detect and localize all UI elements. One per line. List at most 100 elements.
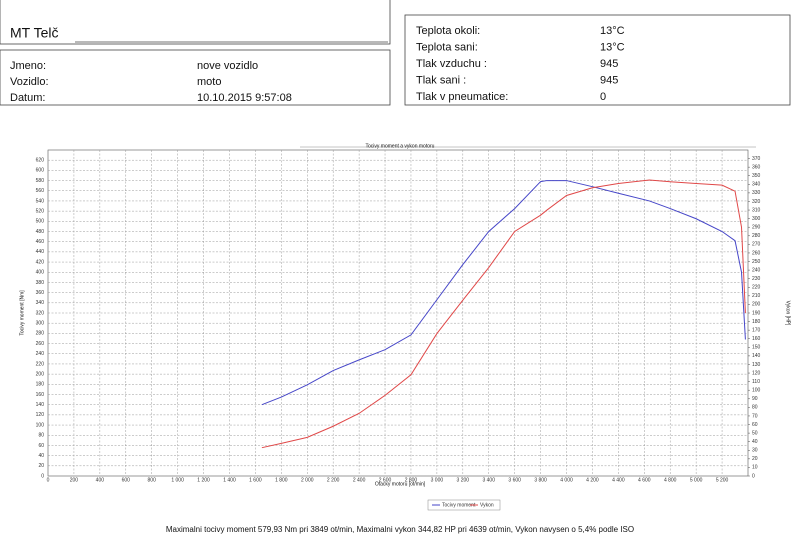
y-tick-label: 100 <box>36 422 45 428</box>
conditions-box <box>404 14 791 106</box>
y2-tick-label: 140 <box>752 353 761 359</box>
y-tick-label: 340 <box>36 300 45 306</box>
field-label: Jmeno: <box>10 60 46 72</box>
x-tick-label: 600 <box>122 477 131 483</box>
x-tick-label: 3 000 <box>431 477 444 483</box>
x-tick-label: 3 800 <box>534 477 547 483</box>
y-tick-label: 380 <box>36 280 45 286</box>
y2-tick-label: 100 <box>752 388 761 394</box>
y-tick-label: 0 <box>41 473 44 479</box>
y2-tick-label: 310 <box>752 207 761 213</box>
y2-tick-label: 90 <box>752 396 758 402</box>
y2-tick-label: 340 <box>752 182 761 188</box>
y2-tick-label: 20 <box>752 456 758 462</box>
y2-tick-label: 10 <box>752 465 758 471</box>
x-tick-label: 400 <box>96 477 105 483</box>
legend-label: Vykon <box>480 502 494 508</box>
y-tick-label: 160 <box>36 392 45 398</box>
condition-value: 13°C <box>600 25 625 37</box>
legend-label: Tocivy moment <box>442 502 476 508</box>
y-tick-label: 140 <box>36 402 45 408</box>
x-tick-label: 2 600 <box>379 477 392 483</box>
y2-tick-label: 120 <box>752 370 761 376</box>
y-tick-label: 240 <box>36 351 45 357</box>
y2-tick-label: 0 <box>752 473 755 479</box>
field-label: Datum: <box>10 92 45 104</box>
y-tick-label: 220 <box>36 361 45 367</box>
y2-tick-label: 30 <box>752 448 758 454</box>
y2-tick-label: 50 <box>752 430 758 436</box>
x-tick-label: 200 <box>70 477 79 483</box>
series-line <box>261 179 746 449</box>
y-tick-label: 520 <box>36 208 45 214</box>
y-tick-label: 540 <box>36 198 45 204</box>
y2-tick-label: 150 <box>752 345 761 351</box>
y2-tick-label: 80 <box>752 405 758 411</box>
y2-tick-label: 110 <box>752 379 760 385</box>
y2-tick-label: 220 <box>752 285 761 291</box>
y-tick-label: 180 <box>36 382 45 388</box>
vehicle-box <box>0 49 391 106</box>
y-tick-label: 80 <box>38 433 44 439</box>
y-tick-label: 620 <box>36 158 45 164</box>
y-tick-label: 120 <box>36 412 45 418</box>
x-tick-label: 2 000 <box>301 477 314 483</box>
y2-tick-label: 330 <box>752 190 761 196</box>
x-tick-label: 4 200 <box>586 477 599 483</box>
x-axis-label: Otacky motoru [ot/min] <box>375 481 426 487</box>
field-label: Vozidlo: <box>10 76 49 88</box>
y2-tick-label: 270 <box>752 242 761 248</box>
x-tick-label: 5 000 <box>690 477 703 483</box>
y2-tick-label: 60 <box>752 422 758 428</box>
x-tick-label: 5 200 <box>716 477 729 483</box>
legend-box <box>427 499 501 511</box>
condition-label: Tlak sani : <box>416 74 466 86</box>
field-value: nove vozidlo <box>197 60 258 72</box>
y-tick-label: 60 <box>38 443 44 449</box>
x-tick-label: 2 800 <box>405 477 418 483</box>
field-value: moto <box>197 76 221 88</box>
y2-tick-label: 350 <box>752 173 761 179</box>
y2-tick-label: 250 <box>752 259 761 265</box>
x-tick-label: 800 <box>148 477 157 483</box>
x-tick-label: 4 600 <box>638 477 651 483</box>
x-tick-label: 4 000 <box>560 477 573 483</box>
condition-label: Teplota okoli: <box>416 25 480 37</box>
y-tick-label: 20 <box>38 463 44 469</box>
y2-axis-label: Vykon [HP] <box>785 301 791 326</box>
y2-tick-label: 190 <box>752 310 761 316</box>
y-tick-label: 360 <box>36 290 45 296</box>
y2-tick-label: 370 <box>752 156 761 162</box>
y2-tick-label: 300 <box>752 216 761 222</box>
y2-tick-label: 260 <box>752 250 761 256</box>
condition-label: Teplota sani: <box>416 41 478 53</box>
series-line <box>261 180 746 406</box>
y-axis-label: Tocivy moment [Nm] <box>19 290 25 336</box>
y-tick-label: 40 <box>38 453 44 459</box>
y2-tick-label: 360 <box>752 164 761 170</box>
field-value: 10.10.2015 9:57:08 <box>197 92 292 104</box>
x-tick-label: 2 200 <box>327 477 340 483</box>
y2-tick-label: 230 <box>752 276 761 282</box>
y-tick-label: 420 <box>36 259 45 265</box>
y-tick-label: 460 <box>36 239 45 245</box>
y-tick-label: 580 <box>36 178 45 184</box>
y2-tick-label: 240 <box>752 267 761 273</box>
x-tick-label: 1 600 <box>249 477 262 483</box>
y2-tick-label: 170 <box>752 327 761 333</box>
x-tick-label: 4 400 <box>612 477 625 483</box>
condition-value: 0 <box>600 91 606 103</box>
condition-label: Tlak v pneumatice: <box>416 91 508 103</box>
y-tick-label: 200 <box>36 371 45 377</box>
y-tick-label: 440 <box>36 249 45 255</box>
x-tick-label: 2 400 <box>353 477 366 483</box>
y2-tick-label: 40 <box>752 439 758 445</box>
header-title: MT Telč <box>10 25 59 41</box>
y2-tick-label: 130 <box>752 362 761 368</box>
y2-tick-label: 70 <box>752 413 758 419</box>
y2-tick-label: 160 <box>752 336 761 342</box>
x-tick-label: 4 800 <box>664 477 677 483</box>
condition-value: 13°C <box>600 41 625 53</box>
x-tick-label: 1 400 <box>223 477 236 483</box>
